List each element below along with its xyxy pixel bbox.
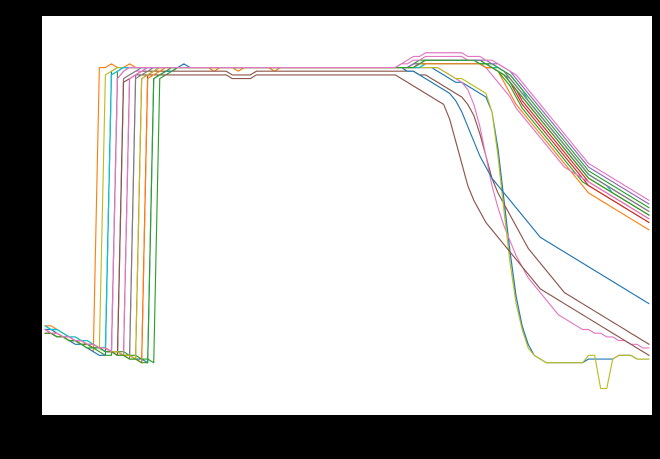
series-line: [44, 63, 650, 349]
series-line: [44, 70, 650, 356]
series-line: [44, 63, 650, 364]
series-group: [44, 52, 650, 390]
line-chart-svg: [44, 52, 650, 390]
series-line: [44, 74, 650, 356]
series-line: [44, 59, 650, 364]
plot-area: [42, 16, 652, 415]
series-line: [44, 63, 650, 364]
series-line: [44, 66, 650, 364]
series-line: [44, 63, 650, 364]
series-line: [44, 66, 650, 353]
series-line: [44, 63, 650, 349]
series-line: [44, 63, 650, 353]
series-line: [44, 52, 650, 353]
series-line: [44, 59, 650, 364]
series-line: [44, 63, 650, 356]
